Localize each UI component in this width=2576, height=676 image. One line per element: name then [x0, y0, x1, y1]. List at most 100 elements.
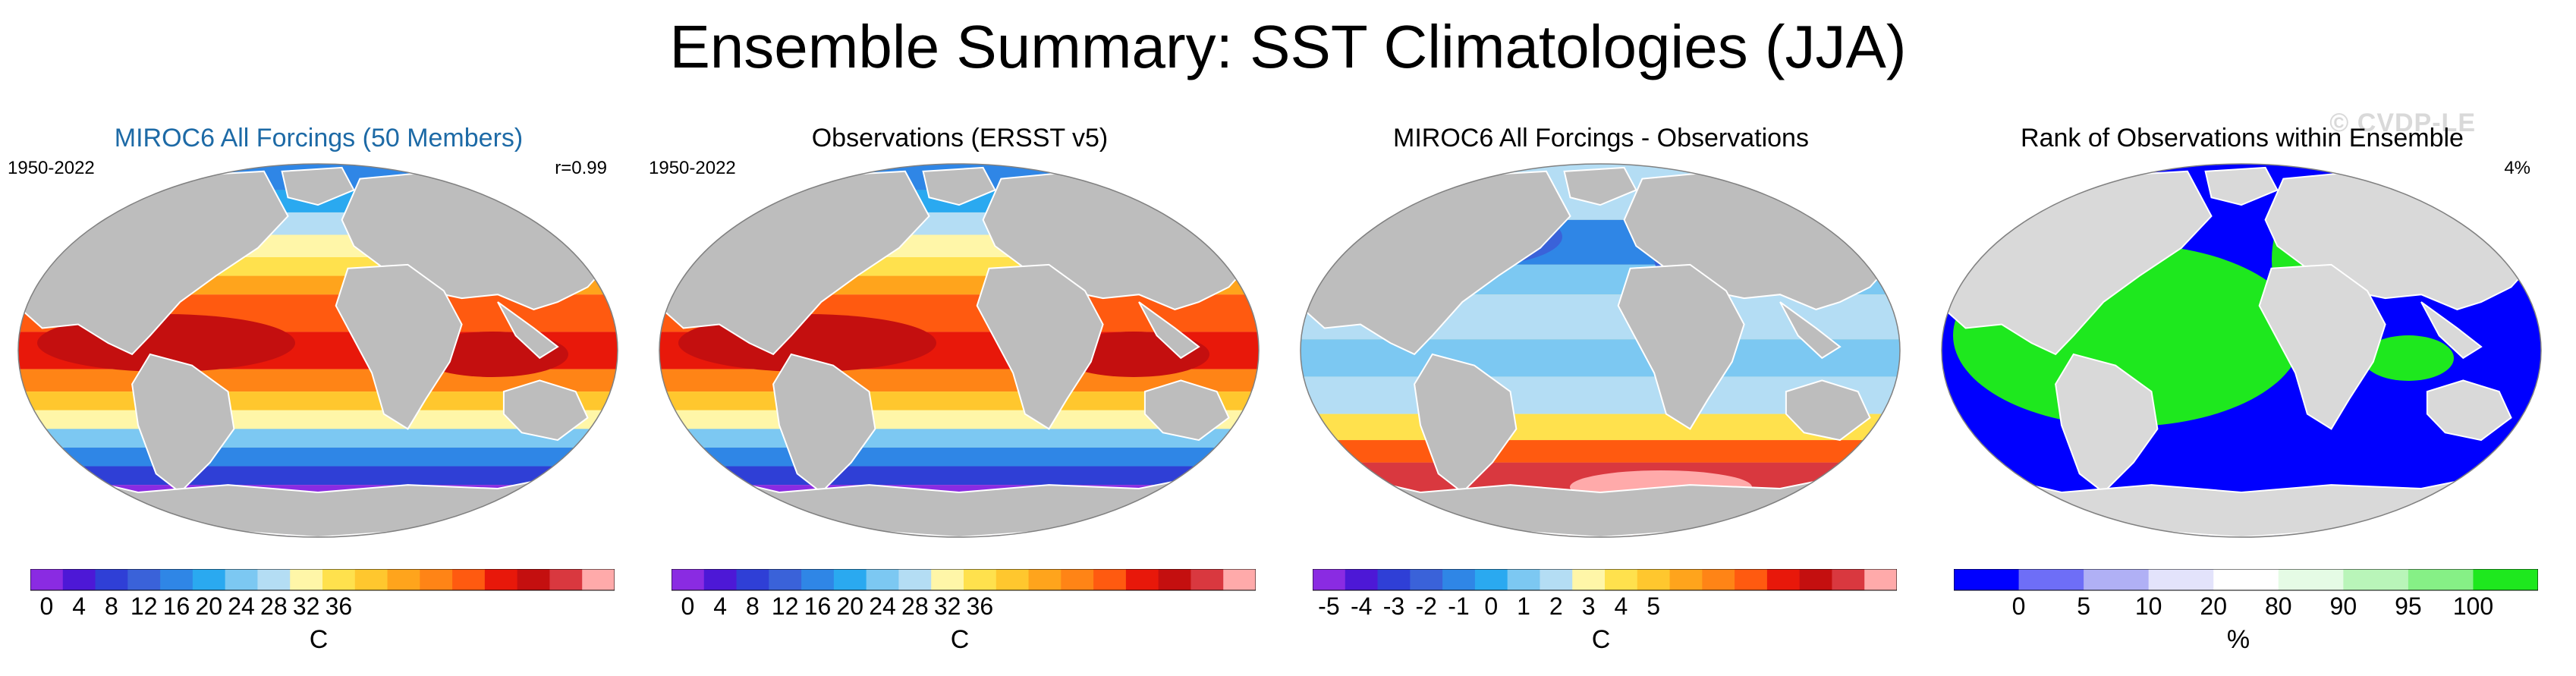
- panel-observations-climatology: Observations (ERSST v5) 1950-2022 0 4 8 12 1…: [641, 114, 1279, 675]
- colorbar-tick-label: 0: [1484, 593, 1498, 620]
- colorbar-swatch: [1442, 569, 1476, 590]
- colorbar-tick-label: 8: [105, 593, 118, 620]
- landmass-greenland: [2204, 166, 2279, 206]
- landmass-south-america: [772, 353, 876, 494]
- panel-title: MIROC6 All Forcings (50 Members): [114, 124, 524, 152]
- colorbar-swatch: [257, 569, 291, 590]
- colorbar-tick-label: 8: [746, 593, 760, 620]
- colorbar-tick-label: 12: [772, 593, 799, 620]
- panel-difference: MIROC6 All Forcings - Observations -5 -4-…: [1282, 114, 1920, 675]
- landmass-greenland: [1563, 166, 1637, 206]
- colorbar-swatch: [672, 569, 705, 590]
- rank-map: [1941, 163, 2542, 538]
- colorbar-swatch: [192, 569, 226, 590]
- colorbar-swatch: [1540, 569, 1573, 590]
- colorbar-swatch: [703, 569, 738, 590]
- colorbar-swatch: [1864, 569, 1897, 590]
- panel-title: MIROC6 All Forcings - Observations: [1393, 124, 1809, 152]
- colorbar-swatch: [452, 569, 486, 590]
- colorbar-tick-label: 32: [293, 593, 320, 620]
- colorbar-swatch: [1093, 569, 1127, 590]
- colorbar-unit-label: C: [951, 625, 970, 654]
- sst-map: [17, 163, 618, 538]
- colorbar-swatch: [1605, 569, 1638, 590]
- colorbar-frame: [672, 569, 1256, 591]
- colorbar-tick-label: 1: [1517, 593, 1530, 620]
- landmass-southeast-asia: [2420, 301, 2483, 360]
- difference-map: [1300, 163, 1901, 538]
- colorbar-swatch: [1735, 569, 1768, 590]
- sst-band: [659, 447, 1259, 467]
- colorbar-tick-label: 24: [869, 593, 896, 620]
- colorbar-tick-label: 80: [2265, 593, 2292, 620]
- colorbar-tick-label: 3: [1582, 593, 1596, 620]
- sst-band: [18, 429, 618, 448]
- colorbar-tick-label: 5: [2077, 593, 2090, 620]
- colorbar-unit-label: C: [1592, 625, 1611, 654]
- pattern-correlation-label: r=0.99: [555, 158, 607, 178]
- colorbar-tick-label: -4: [1351, 593, 1372, 620]
- colorbar-swatch: [582, 569, 615, 590]
- colorbar-tick-label: 95: [2395, 593, 2422, 620]
- colorbar-swatch: [866, 569, 899, 590]
- panel-miroc6-climatology: MIROC6 All Forcings (50 Members) 1950-20…: [0, 114, 637, 675]
- colorbar-tick-label: 36: [967, 593, 994, 620]
- colorbar-swatch: [95, 569, 128, 590]
- colorbar-swatch: [2084, 569, 2150, 590]
- colorbar-swatch: [62, 569, 96, 590]
- landmass-south-america: [1414, 353, 1518, 494]
- period-label: 1950-2022: [649, 158, 736, 178]
- colorbar-tick-label: -3: [1383, 593, 1404, 620]
- colorbar-swatch: [1345, 569, 1379, 590]
- colorbar: 0 5 10 20 80 90 95 100%: [1954, 569, 2538, 654]
- colorbar-swatch: [964, 569, 997, 590]
- landmass-australia: [1785, 379, 1871, 442]
- colorbar-swatch: [1061, 569, 1094, 590]
- colorbar-tick-label: 90: [2330, 593, 2357, 620]
- landmass-africa: [2258, 263, 2386, 430]
- colorbar-swatch: [1832, 569, 1865, 590]
- landmass-australia: [2426, 379, 2512, 442]
- colorbar-swatch: [995, 569, 1030, 590]
- landmass-greenland: [281, 166, 355, 206]
- colorbar-swatch: [484, 569, 518, 590]
- colorbar-swatch: [322, 569, 356, 590]
- colorbar-tick-label: 4: [713, 593, 727, 620]
- colorbar-tick-label: 12: [131, 593, 158, 620]
- colorbar: -5 -4 -3 -2 -1 0 1 2 3 4 5 C: [1313, 569, 1897, 654]
- colorbar-swatch: [769, 569, 802, 590]
- colorbar-swatch: [1158, 569, 1191, 590]
- colorbar-swatch: [1410, 569, 1443, 590]
- panel-rank: Rank of Observations within Ensemble 4% …: [1923, 114, 2561, 675]
- difference-band: [1301, 440, 1900, 463]
- colorbar-frame: [1954, 569, 2538, 591]
- colorbar-swatch: [127, 569, 161, 590]
- sst-band: [659, 429, 1259, 448]
- sst-band: [18, 447, 618, 467]
- colorbar-swatch: [1313, 569, 1346, 590]
- landmass-south-america: [131, 353, 235, 494]
- colorbar-swatch: [354, 569, 388, 590]
- colorbar-swatch: [1507, 569, 1540, 590]
- colorbar-tick-label: 28: [260, 593, 288, 620]
- colorbar-swatch: [1190, 569, 1224, 590]
- landmass-south-america: [2055, 353, 2159, 494]
- colorbar-swatch: [833, 569, 867, 590]
- colorbar-tick-label: -5: [1318, 593, 1339, 620]
- colorbar-swatch: [1766, 569, 1801, 590]
- landmass-greenland: [922, 166, 996, 206]
- colorbar-unit-label: %: [2227, 625, 2250, 654]
- colorbar-tick-label: 36: [326, 593, 353, 620]
- colorbar-swatch: [801, 569, 835, 590]
- colorbar-swatch: [2278, 569, 2344, 590]
- colorbar-tick-label: 24: [228, 593, 255, 620]
- colorbar-tick-label: 5: [1647, 593, 1660, 620]
- colorbar-tick-label: 20: [836, 593, 863, 620]
- colorbar-swatch: [1637, 569, 1671, 590]
- colorbar-tick-label: 0: [39, 593, 53, 620]
- landmass-southeast-asia: [1779, 301, 1842, 360]
- colorbar-tick-label: 28: [901, 593, 929, 620]
- colorbar-tick-label: 10: [2135, 593, 2162, 620]
- colorbar-tick-label: 16: [163, 593, 190, 620]
- rank-percent-label: 4%: [2504, 158, 2530, 178]
